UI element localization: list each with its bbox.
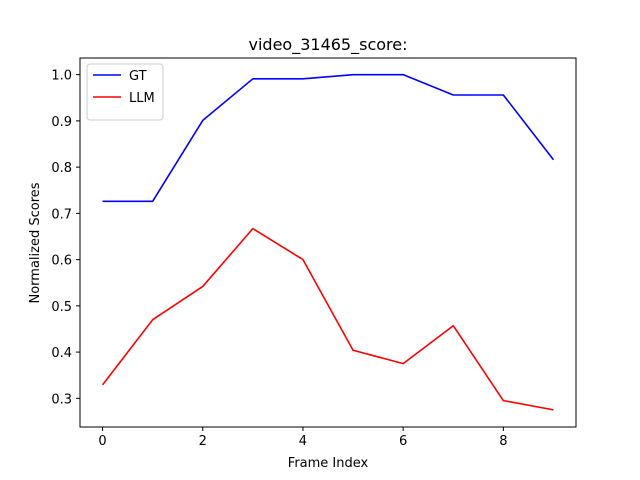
x-axis-label: Frame Index <box>288 456 369 471</box>
x-tick-label: 8 <box>499 434 507 449</box>
series-line-llm <box>101 227 554 411</box>
y-tick-label: 0.7 <box>51 207 72 222</box>
series-lines <box>101 73 555 411</box>
y-tick-label: 1.0 <box>51 69 72 84</box>
x-axis-ticks: 0 2 4 6 8 <box>98 427 507 449</box>
y-tick-label: 0.9 <box>51 115 72 130</box>
y-tick-label: 0.5 <box>51 300 72 315</box>
plot-frame <box>79 57 577 428</box>
y-axis-label: Normalized Scores <box>28 182 43 303</box>
y-tick-label: 0.6 <box>51 254 72 269</box>
x-tick-label: 6 <box>399 434 407 449</box>
y-tick-label: 0.8 <box>51 161 72 176</box>
series-line-gt <box>102 73 555 203</box>
x-tick-label: 0 <box>98 434 106 449</box>
legend-box <box>86 63 164 121</box>
x-tick-label: 4 <box>299 434 307 449</box>
legend: GT LLM <box>86 63 164 121</box>
y-tick-label: 0.3 <box>51 392 72 407</box>
legend-label-gt: GT <box>129 69 147 84</box>
y-tick-label: 0.4 <box>51 346 72 361</box>
y-axis-ticks: 0.3 0.4 0.5 0.6 0.7 0.8 0.9 1.0 <box>51 69 80 407</box>
legend-label-llm: LLM <box>129 91 155 106</box>
chart-title: video_31465_score: <box>249 35 408 55</box>
x-tick-label: 2 <box>199 434 207 449</box>
